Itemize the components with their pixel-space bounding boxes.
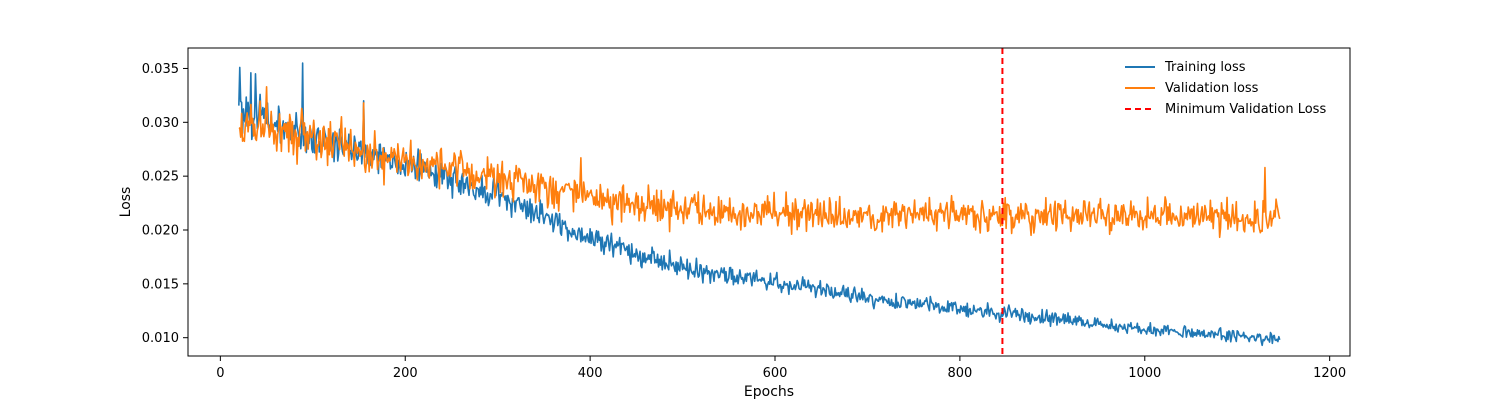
y-axis-label: Loss xyxy=(118,187,134,218)
legend-label-validation: Validation loss xyxy=(1165,81,1259,96)
y-tick-label: 0.010 xyxy=(142,331,179,346)
legend-label-min-val: Minimum Validation Loss xyxy=(1165,102,1326,117)
legend-label-training: Training loss xyxy=(1164,60,1246,75)
y-axis-ticks: 0.010 0.015 0.020 0.025 0.030 0.035 xyxy=(142,62,188,346)
y-tick-label: 0.025 xyxy=(142,170,179,185)
x-tick-label: 200 xyxy=(393,366,418,381)
x-tick-label: 400 xyxy=(578,366,603,381)
series-layer xyxy=(238,62,1281,347)
x-tick-label: 800 xyxy=(947,366,972,381)
y-tick-label: 0.015 xyxy=(142,277,179,292)
x-tick-label: 0 xyxy=(216,366,224,381)
x-tick-label: 1000 xyxy=(1128,366,1161,381)
y-tick-label: 0.035 xyxy=(142,62,179,77)
x-axis-label: Epochs xyxy=(744,384,794,400)
y-tick-label: 0.030 xyxy=(142,116,179,131)
x-tick-label: 1200 xyxy=(1313,366,1346,381)
x-axis-ticks: 0 200 400 600 800 1000 1200 xyxy=(216,356,1346,381)
plot-frame xyxy=(187,47,1351,357)
y-tick-label: 0.020 xyxy=(142,224,179,239)
legend: Training loss Validation loss Minimum Va… xyxy=(1125,60,1326,117)
x-tick-label: 600 xyxy=(763,366,788,381)
validation-loss-line xyxy=(238,85,1281,239)
